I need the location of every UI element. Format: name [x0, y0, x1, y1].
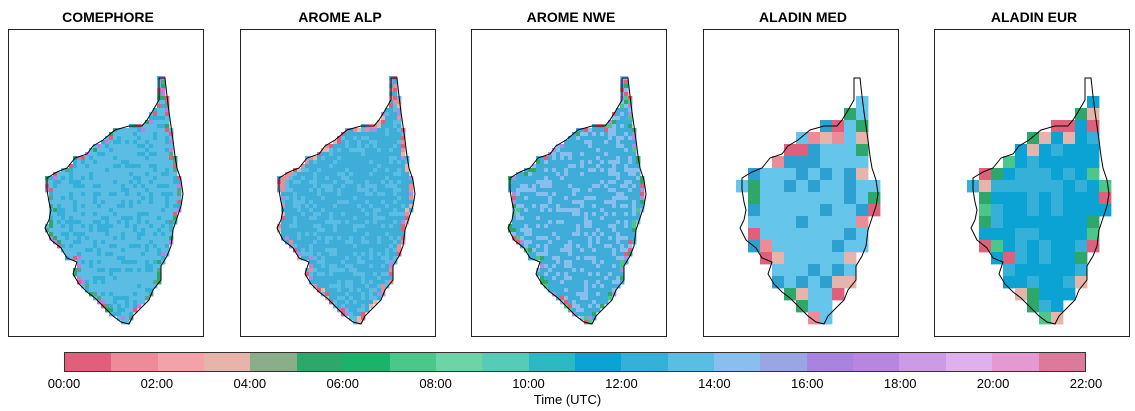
panel-comephore: COMEPHORE: [8, 8, 208, 338]
colorbar-segment: [111, 353, 158, 371]
panel-title: ALADIN MED: [759, 9, 847, 25]
colorbar-segment: [296, 353, 344, 371]
colorbar-segment: [65, 353, 112, 371]
colorbar-segment: [250, 353, 297, 371]
panel-arome-nwe: AROME NWE: [471, 8, 671, 338]
colorbar-tick-label: 22:00: [1069, 376, 1103, 391]
colorbar-segment: [482, 353, 529, 371]
colorbar-tick-label: 16:00: [790, 376, 824, 391]
colorbar-segment: [574, 353, 622, 371]
colorbar-tick-label: 02:00: [140, 376, 174, 391]
coastline: [44, 77, 184, 325]
panel-aladin-med: ALADIN MED: [703, 8, 903, 338]
colorbar-tick-label: 10:00: [512, 376, 545, 391]
corsica-map: [736, 77, 881, 325]
precipitation-cells: [736, 96, 881, 325]
colorbar-tick-label: 08:00: [419, 376, 452, 391]
colorbar-tick-label: 06:00: [326, 376, 359, 391]
panel-aladin-eur: ALADIN EUR: [934, 8, 1134, 338]
map-frame: [8, 29, 204, 337]
panel-title: AROME NWE: [526, 9, 616, 25]
colorbar-segment: [760, 353, 807, 371]
colorbar-segment: [992, 353, 1039, 371]
coastline: [739, 77, 879, 325]
colorbar-segment: [528, 353, 575, 371]
panel-title: ALADIN EUR: [990, 9, 1078, 25]
coastline: [970, 77, 1110, 325]
colorbar-tick-label: 04:00: [233, 376, 267, 391]
corsica-map: [276, 76, 416, 325]
colorbar-segment: [389, 353, 436, 371]
colorbar: [64, 352, 1086, 372]
map-frame: [471, 29, 667, 337]
panel-arome-alp: AROME ALP: [240, 8, 440, 338]
precipitation-cells: [45, 76, 182, 325]
corsica-map: [507, 76, 647, 325]
colorbar-segment: [899, 353, 946, 371]
colorbar-segment: [1038, 353, 1085, 371]
colorbar-segment: [806, 353, 854, 371]
precipitation-cells: [508, 76, 645, 325]
colorbar-segment: [853, 353, 900, 371]
colorbar-tick-label: 14:00: [698, 376, 731, 391]
colorbar-segment: [204, 353, 251, 371]
colorbar-tick-label: 12:00: [605, 376, 638, 391]
colorbar-segment: [621, 353, 668, 371]
colorbar-tick-label: 18:00: [883, 376, 917, 391]
map-frame: [703, 29, 899, 337]
map-frame: [934, 29, 1130, 337]
colorbar-segment: [343, 353, 390, 371]
colorbar-segment: [667, 353, 715, 371]
colorbar-tick-label: 00:00: [47, 376, 81, 391]
map-frame: [240, 29, 436, 337]
coastline: [276, 77, 416, 325]
colorbar-segment: [435, 353, 483, 371]
colorbar-segment: [714, 353, 761, 371]
colorbar-tick-label: 20:00: [976, 376, 1010, 391]
colorbar-title: Time (UTC): [533, 392, 602, 407]
colorbar-segment: [157, 353, 205, 371]
panel-title: AROME ALP: [298, 9, 382, 25]
coastline: [507, 77, 647, 325]
precipitation-cells: [277, 76, 414, 325]
colorbar-segment: [945, 353, 993, 371]
corsica-map: [967, 77, 1112, 325]
panel-title: COMEPHORE: [62, 9, 154, 25]
precipitation-cells: [967, 96, 1112, 325]
corsica-map: [44, 76, 184, 325]
